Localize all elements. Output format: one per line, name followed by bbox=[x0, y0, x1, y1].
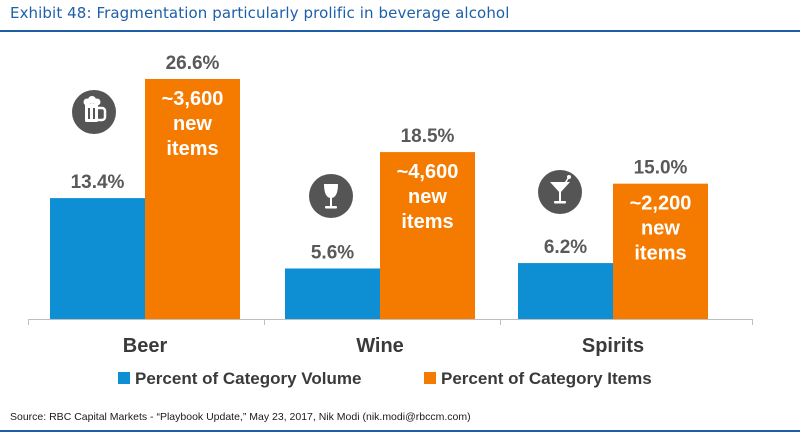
title-divider bbox=[0, 30, 800, 32]
source-note: Source: RBC Capital Markets - “Playbook … bbox=[10, 411, 471, 423]
inner-label-beer-0: ~3,600 bbox=[162, 88, 224, 110]
category-label-spirits: Spirits bbox=[582, 335, 644, 357]
data-label-volume-wine: 5.6% bbox=[311, 242, 354, 263]
category-label-wine: Wine bbox=[356, 335, 404, 357]
category-label-beer: Beer bbox=[123, 335, 168, 357]
data-label-volume-beer: 13.4% bbox=[71, 172, 125, 193]
inner-label-wine-1: new bbox=[408, 186, 447, 208]
legend-swatch-items bbox=[424, 372, 436, 384]
data-label-items-beer: 26.6% bbox=[166, 53, 220, 74]
bar-volume-spirits bbox=[518, 263, 613, 319]
footer-divider bbox=[0, 430, 800, 432]
inner-label-spirits-0: ~2,200 bbox=[630, 193, 692, 215]
bar-items-beer bbox=[145, 79, 240, 319]
data-label-items-spirits: 15.0% bbox=[634, 158, 688, 179]
bar-items-spirits bbox=[613, 183, 708, 319]
inner-label-wine-0: ~4,600 bbox=[397, 161, 459, 183]
data-label-items-wine: 18.5% bbox=[401, 126, 455, 147]
inner-label-beer-2: items bbox=[166, 138, 218, 160]
data-label-volume-spirits: 6.2% bbox=[544, 237, 587, 258]
legend: Percent of Category Volume Percent of Cat… bbox=[118, 369, 652, 388]
wine-glass-icon bbox=[309, 174, 353, 218]
inner-label-beer-1: new bbox=[173, 113, 212, 135]
labels-layer: 13.4% 26.6% ~3,600 new items Beer 5.6% 18.5% ~4,… bbox=[71, 53, 692, 357]
beer-mug-icon bbox=[72, 90, 116, 134]
cocktail-glass-icon bbox=[538, 170, 582, 214]
icons-layer bbox=[72, 90, 582, 218]
chart-title: Exhibit 48: Fragmentation particularly p… bbox=[10, 4, 510, 22]
axis-layer bbox=[28, 319, 753, 325]
bar-volume-wine bbox=[285, 268, 380, 319]
legend-label-items: Percent of Category Items bbox=[441, 369, 652, 388]
inner-label-spirits-1: new bbox=[641, 218, 680, 240]
bars-layer bbox=[50, 79, 708, 319]
legend-swatch-volume bbox=[118, 372, 130, 384]
bar-items-wine bbox=[380, 152, 475, 319]
inner-label-wine-2: items bbox=[401, 211, 453, 233]
bar-volume-beer bbox=[50, 198, 145, 319]
inner-label-spirits-2: items bbox=[634, 243, 686, 265]
legend-label-volume: Percent of Category Volume bbox=[135, 369, 361, 388]
